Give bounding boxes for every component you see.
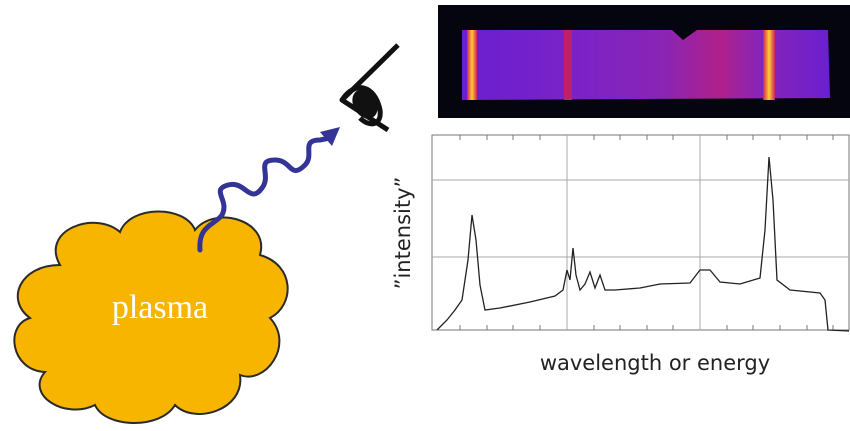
spectrum-plot: ”intensity” wavelength or energy <box>391 134 850 375</box>
x-axis-label: wavelength or energy <box>540 351 770 375</box>
eye-icon <box>339 43 400 133</box>
light-arrow <box>197 127 340 253</box>
spectrum-line <box>436 156 850 332</box>
plasma-cloud: plasma <box>13 210 289 424</box>
plasma-label: plasma <box>112 289 208 326</box>
spectrum-image <box>438 5 850 118</box>
y-axis-label: ”intensity” <box>391 177 415 290</box>
